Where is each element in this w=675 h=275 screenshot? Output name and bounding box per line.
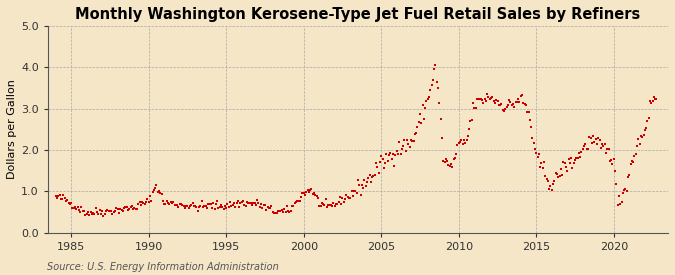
Title: Monthly Washington Kerosene-Type Jet Fuel Retail Sales by Refiners: Monthly Washington Kerosene-Type Jet Fue… [76, 7, 641, 22]
Text: Source: U.S. Energy Information Administration: Source: U.S. Energy Information Administ… [47, 262, 279, 272]
Y-axis label: Dollars per Gallon: Dollars per Gallon [7, 79, 17, 179]
